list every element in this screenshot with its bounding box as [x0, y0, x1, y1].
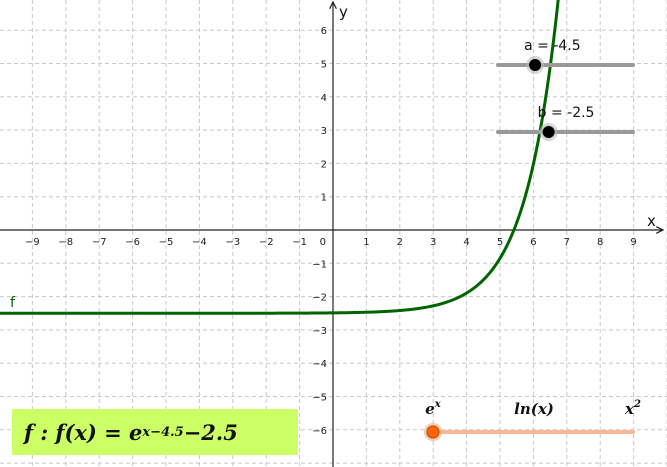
x-tick-label: −5 [159, 237, 174, 248]
origin-label: 0 [320, 237, 326, 248]
slider-a[interactable]: a = -4.5 [496, 38, 635, 74]
slider-knob[interactable] [542, 126, 555, 138]
x-tick-label: 1 [363, 237, 369, 248]
formula-prefix: f : f(x) = e [24, 419, 143, 445]
y-tick-label: 3 [321, 126, 327, 137]
y-tick-label: 1 [321, 193, 327, 204]
y-tick-label: 4 [321, 93, 327, 104]
x-tick-label: 9 [630, 237, 636, 248]
formula-constant: 2.5 [201, 419, 238, 445]
x-axis-label: x [647, 212, 656, 230]
y-tick-label: 2 [321, 159, 327, 170]
function-curve-f[interactable] [0, 0, 561, 315]
curve-name-label: f [10, 295, 16, 311]
slider-label: b = -2.5 [538, 105, 595, 121]
x-tick-label: 2 [397, 237, 403, 248]
x-tick-label: −1 [292, 237, 307, 248]
y-tick-label: −6 [312, 426, 327, 437]
y-tick-label: −1 [312, 259, 327, 270]
selector-knob[interactable] [426, 425, 440, 439]
function-selector-slider: ex ln(x) x2 [424, 399, 641, 441]
x-tick-label: −7 [92, 237, 107, 248]
x-tick-label: −6 [125, 237, 140, 248]
formula-box: f : f(x) = e x−4.5 − 2.5 [12, 409, 298, 455]
y-tick-label: 6 [321, 26, 327, 37]
slider-b[interactable]: b = -2.5 [496, 105, 635, 141]
y-tick-label: 5 [321, 60, 327, 71]
y-tick-label: −3 [312, 326, 327, 337]
y-tick-label: −2 [312, 293, 327, 304]
tick-labels: −9 −8 −7 −6 −5 −4 −3 −2 −1 1 2 3 4 5 6 7 8 9 −6 −5 −4 −3 −2 −1 1… [25, 26, 637, 437]
x-tick-label: −4 [192, 237, 207, 248]
selector-option: ln(x) [514, 400, 554, 418]
parameter-sliders: a = -4.5 b = -2.5 [496, 38, 635, 141]
x-tick-label: −9 [25, 237, 40, 248]
y-tick-label: −4 [312, 359, 327, 370]
x-tick-label: −8 [58, 237, 73, 248]
x-tick-label: 5 [497, 237, 503, 248]
x-tick-label: −3 [225, 237, 240, 248]
formula-minus: − [183, 419, 202, 445]
x-tick-label: 4 [463, 237, 469, 248]
x-tick-label: −2 [259, 237, 274, 248]
y-axis-label: y [339, 3, 348, 21]
x-tick-label: 3 [430, 237, 436, 248]
x-tick-label: 8 [597, 237, 603, 248]
x-tick-label: 6 [530, 237, 536, 248]
slider-label: a = -4.5 [524, 38, 581, 54]
slider-knob[interactable] [529, 59, 542, 71]
selector-option: x2 [624, 399, 641, 418]
selector-option: ex [425, 399, 442, 418]
y-tick-label: −5 [312, 393, 327, 404]
x-tick-label: 7 [564, 237, 570, 248]
formula-exponent: x−4.5 [142, 424, 184, 440]
